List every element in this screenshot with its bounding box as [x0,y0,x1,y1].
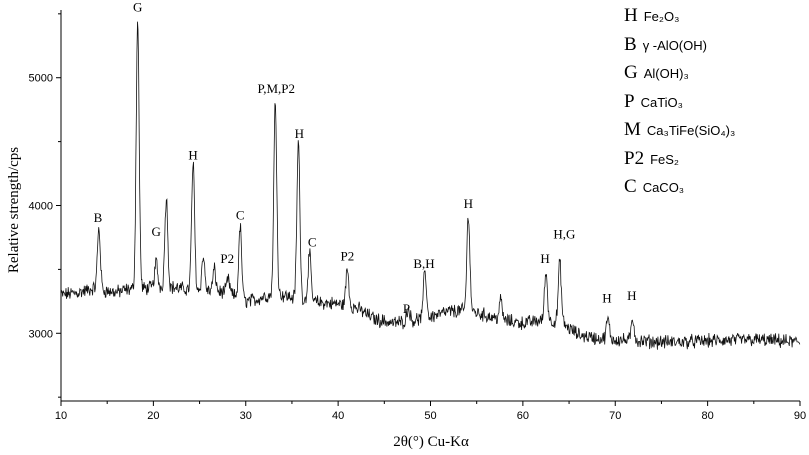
peak-label: H [627,288,636,303]
legend-formula: Fe₂O₃ [643,9,680,24]
legend-item: G Al(OH)₃ [624,59,809,88]
peak-label: P2 [340,248,354,263]
legend-formula: γ -AlO(OH) [642,37,707,53]
x-tick-label: 30 [240,410,252,422]
peak-label: P,M,P2 [257,81,295,96]
y-ticks: 3000 4000 5000 [29,13,61,398]
y-tick-label: 3000 [29,328,53,340]
peak-label: H [540,251,549,266]
legend-formula: CaTiO₃ [640,94,683,110]
x-tick-label: 90 [794,410,806,422]
peak-label: H [295,126,304,141]
peak-label: G [151,224,160,239]
legend-symbol: C [624,176,637,197]
peak-label: B,H [413,256,434,271]
x-tick-label: 70 [609,410,621,422]
y-tick-label: 5000 [29,73,53,85]
legend-formula: Ca₃TiFe(SiO₄)₃ [646,123,736,138]
legend-symbol: M [624,119,641,140]
peak-label: C [236,208,245,223]
peak-label: B [94,210,103,225]
legend-symbol: P2 [624,147,645,169]
legend-symbol: H [624,5,638,26]
y-tick-label: 4000 [29,201,53,213]
x-tick-label: 40 [332,410,344,422]
peak-label: H [464,196,473,211]
peak-label: G [133,0,142,14]
peak-label: P [403,301,410,316]
x-tick-label: 80 [702,410,714,422]
xrd-pattern-line [60,21,801,350]
legend-item: M Ca₃TiFe(SiO₄)₃ [624,116,809,145]
x-tick-label: 20 [147,410,159,422]
legend-symbol: P [624,90,635,112]
x-axis-title: 2θ(°) Cu-Kα [393,434,469,450]
legend-symbol: B [624,33,637,55]
legend-formula: FeS₂ [650,151,679,167]
legend-item: H Fe₂O₃ [624,2,809,31]
peak-label: P2 [220,251,234,266]
x-tick-label: 60 [517,410,529,422]
peak-label: H,G [553,227,575,242]
legend-item: C CaCO₃ [624,173,809,202]
legend-formula: Al(OH)₃ [643,66,689,81]
x-tick-label: 50 [424,410,436,422]
peak-label: H [602,291,611,306]
legend-item: P CaTiO₃ [624,88,809,117]
x-ticks: 10 20 30 40 50 60 70 80 90 [55,401,806,422]
legend-symbol: G [624,62,638,83]
peak-label: H [188,148,197,163]
y-axis-title: Relative strength/cps [6,147,22,273]
legend-item: P2 FeS₂ [624,145,809,174]
x-tick-label: 10 [55,410,67,422]
legend-formula: CaCO₃ [642,180,685,195]
peak-label: C [308,234,317,249]
